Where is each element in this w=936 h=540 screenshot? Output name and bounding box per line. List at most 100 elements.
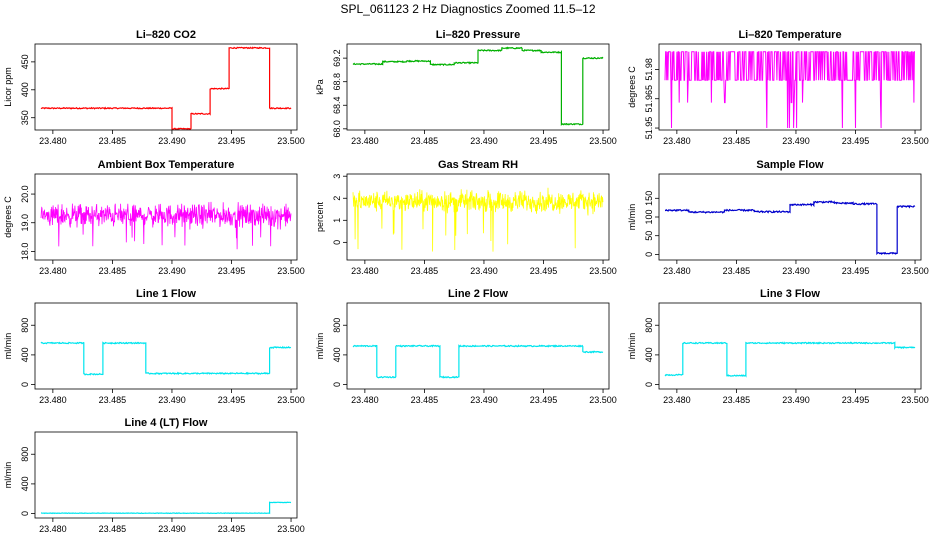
x-tick-label: 23.500 [901, 395, 929, 405]
chart-title: Li–820 Temperature [738, 29, 841, 41]
x-tick-label: 23.500 [589, 266, 617, 276]
x-tick-label: 23.480 [663, 266, 691, 276]
y-tick-label: 68.4 [332, 96, 342, 114]
y-tick-label: 50 [644, 231, 654, 241]
y-tick-label: 0 [332, 382, 342, 387]
series-line [665, 200, 916, 256]
x-tick-label: 23.500 [901, 136, 929, 146]
x-tick-label: 23.480 [39, 266, 67, 276]
y-tick-label: 400 [20, 82, 30, 97]
chart-title: Line 4 (LT) Flow [125, 417, 208, 429]
x-tick-label: 23.485 [723, 266, 751, 276]
x-tick-label: 23.480 [39, 395, 67, 405]
x-tick-label: 23.495 [218, 266, 246, 276]
plot-frame [346, 173, 610, 261]
x-tick-label: 23.495 [218, 136, 246, 146]
plot-frame [658, 43, 922, 131]
series-line [352, 344, 604, 379]
x-tick-label: 23.490 [782, 136, 810, 146]
x-tick-label: 23.480 [351, 266, 379, 276]
x-tick-label: 23.500 [277, 524, 305, 534]
chart-title: Li–820 CO2 [136, 29, 196, 41]
x-tick-label: 23.500 [277, 136, 305, 146]
data-layer [40, 341, 292, 376]
x-tick-label: 23.495 [530, 395, 558, 405]
series-line [664, 341, 916, 378]
x-tick-label: 23.500 [277, 395, 305, 405]
y-tick-label: 20.0 [20, 185, 30, 203]
plot-frame [658, 302, 922, 390]
x-tick-label: 23.485 [723, 136, 751, 146]
plot-frame [34, 43, 298, 131]
x-tick-label: 23.495 [842, 266, 870, 276]
x-tick-label: 23.490 [158, 266, 186, 276]
data-layer [352, 46, 604, 126]
y-tick-label: 19.0 [20, 214, 30, 232]
x-tick-label: 23.500 [901, 266, 929, 276]
x-tick-label: 23.490 [158, 136, 186, 146]
y-tick-label: 68.0 [332, 120, 342, 138]
x-tick-label: 23.480 [351, 395, 379, 405]
chart-panel-9: Line 3 Flow ml/min 23.480 23.485 23.490 23.49… [627, 288, 929, 405]
x-tick-label: 23.480 [663, 395, 691, 405]
x-tick-label: 23.490 [470, 136, 498, 146]
y-tick-label: 68.8 [332, 73, 342, 91]
series-line [40, 341, 292, 376]
x-tick-label: 23.500 [589, 395, 617, 405]
chart-panel-8: Line 2 Flow ml/min 23.480 23.485 23.490 23.49… [315, 288, 617, 405]
x-tick-label: 23.490 [470, 395, 498, 405]
plot-frame [658, 173, 922, 261]
y-tick-label: 800 [20, 318, 30, 333]
y-axis-label: ml/min [315, 333, 325, 360]
x-tick-label: 23.495 [218, 395, 246, 405]
chart-panel-1: Li–820 CO2 Licor ppm 23.480 23.485 23.490 23.… [3, 29, 305, 146]
data-layer [665, 200, 916, 256]
y-tick-label: 51.95 [644, 117, 654, 140]
y-tick-label: 800 [20, 447, 30, 462]
x-tick-label: 23.485 [723, 395, 751, 405]
y-tick-label: 51.98 [644, 58, 654, 81]
data-layer [41, 501, 292, 515]
chart-title: Line 3 Flow [760, 288, 820, 300]
x-tick-label: 23.480 [39, 524, 67, 534]
y-tick-label: 450 [20, 54, 30, 69]
x-tick-label: 23.495 [842, 395, 870, 405]
chart-title: Line 1 Flow [136, 288, 196, 300]
chart-panel-7: Line 1 Flow ml/min 23.480 23.485 23.490 23.49… [3, 288, 305, 405]
chart-title: Gas Stream RH [438, 159, 518, 171]
data-layer [664, 341, 916, 378]
x-tick-label: 23.485 [411, 395, 439, 405]
data-layer [664, 51, 915, 129]
plot-frame [346, 302, 610, 390]
plot-frame [34, 173, 298, 261]
y-tick-label: 400 [20, 476, 30, 491]
x-tick-label: 23.480 [663, 136, 691, 146]
x-tick-label: 23.490 [470, 266, 498, 276]
series-line [41, 501, 292, 515]
plot-frame [346, 43, 610, 131]
x-tick-label: 23.500 [589, 136, 617, 146]
y-tick-label: 800 [332, 318, 342, 333]
x-tick-label: 23.495 [530, 266, 558, 276]
chart-title: Sample Flow [756, 159, 824, 171]
data-layer [352, 187, 604, 252]
y-tick-label: 0 [332, 240, 342, 245]
x-tick-label: 23.490 [782, 266, 810, 276]
series-line [40, 46, 292, 130]
y-axis-label: kPa [315, 79, 325, 95]
y-tick-label: 400 [20, 347, 30, 362]
x-tick-label: 23.495 [530, 136, 558, 146]
x-tick-label: 23.485 [99, 524, 127, 534]
series-line [352, 187, 604, 252]
y-axis-label: ml/min [627, 333, 637, 360]
chart-panel-10: Line 4 (LT) Flow ml/min 23.480 23.485 23.490… [3, 417, 305, 534]
y-tick-label: 400 [644, 347, 654, 362]
chart-panel-3: Li–820 Temperature degrees C 23.480 23.485 2… [627, 29, 929, 146]
x-tick-label: 23.495 [842, 136, 870, 146]
y-tick-label: 400 [332, 347, 342, 362]
y-axis-label: Licor ppm [3, 67, 13, 107]
x-tick-label: 23.495 [218, 524, 246, 534]
y-axis-label: ml/min [3, 333, 13, 360]
